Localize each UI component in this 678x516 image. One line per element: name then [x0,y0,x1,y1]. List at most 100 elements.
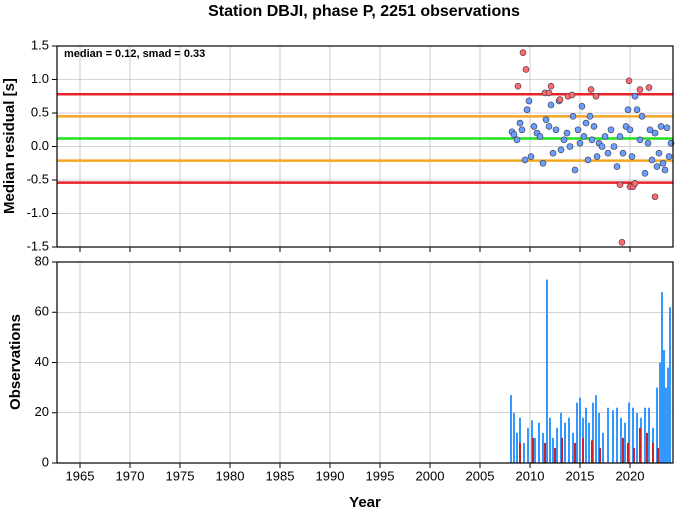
bar [561,437,563,463]
point [646,126,654,134]
point [586,113,594,120]
point [539,159,547,167]
point [566,143,574,150]
x-tick-label: 1985 [266,468,295,483]
point [542,116,550,123]
bar [667,367,669,463]
bar [644,407,646,463]
bar [546,279,548,463]
point [598,143,606,150]
point [613,163,621,170]
bar [552,437,554,463]
y-tick-label: 20 [35,404,49,419]
y-tick-label: -1.0 [27,205,49,220]
point [616,181,624,188]
bar [542,432,544,463]
point [547,101,555,109]
bar [572,432,574,463]
point [631,180,639,187]
point [624,106,632,113]
bar [595,395,597,463]
bar [510,395,512,463]
point [574,126,582,134]
point [545,89,553,97]
x-tick-label: 2000 [416,468,445,483]
point [518,126,526,134]
point [593,153,601,160]
y-tick-label: 40 [35,354,49,369]
bar [648,407,650,463]
point [588,136,596,144]
plot-frame [56,45,674,248]
x-tick-label: 2010 [516,468,545,483]
point [628,153,636,160]
point [527,153,535,160]
bar [627,442,629,463]
bar [519,417,521,463]
point [510,131,518,138]
point [582,119,590,127]
y-tick-label: 1.0 [31,71,49,86]
point [590,123,598,130]
y-axis-label: Observations [7,314,24,410]
bar [549,417,551,463]
x-tick-label: 1975 [166,468,195,483]
bar [598,412,600,463]
bar [607,407,609,463]
point [557,146,565,154]
point [601,133,609,140]
point [653,163,661,170]
point [592,92,600,100]
point [584,156,592,164]
point [530,123,538,130]
bar [639,427,641,463]
x-tick-label: 1995 [366,468,395,483]
bar [582,437,584,463]
point [619,149,627,157]
bar [602,432,604,463]
point [547,82,555,90]
point [636,136,644,144]
y-tick-label: 0.0 [31,138,49,153]
bar [519,442,521,463]
bar [624,422,626,463]
bar [620,417,622,463]
point [521,156,529,164]
point [560,136,568,144]
bar [579,397,581,463]
bar [574,442,576,463]
point [625,77,633,85]
point [549,149,557,157]
bar [661,292,663,463]
bar [588,422,590,463]
point [587,86,595,93]
bar [534,437,536,463]
chart-title: Station DBJI, phase P, 2251 observations [208,3,520,20]
x-tick-label: 1990 [316,468,345,483]
point [626,126,634,134]
bar [532,437,534,463]
bar [657,447,659,463]
point [636,86,644,93]
bar [556,427,558,463]
bar [564,422,566,463]
point [665,153,673,160]
bar [632,407,634,463]
bar [599,447,601,463]
point [556,96,564,103]
bar [669,307,671,463]
point [648,156,656,164]
point [514,82,522,90]
bar [568,417,570,463]
x-tick-label: 2015 [566,468,595,483]
bar [636,412,638,463]
point [519,49,527,57]
bar [652,442,654,463]
point [523,106,531,113]
x-tick-label: 1980 [216,468,245,483]
point [659,159,667,167]
y-tick-label: 0.5 [31,104,49,119]
point [610,143,618,150]
bar [591,440,593,463]
point [607,126,615,134]
